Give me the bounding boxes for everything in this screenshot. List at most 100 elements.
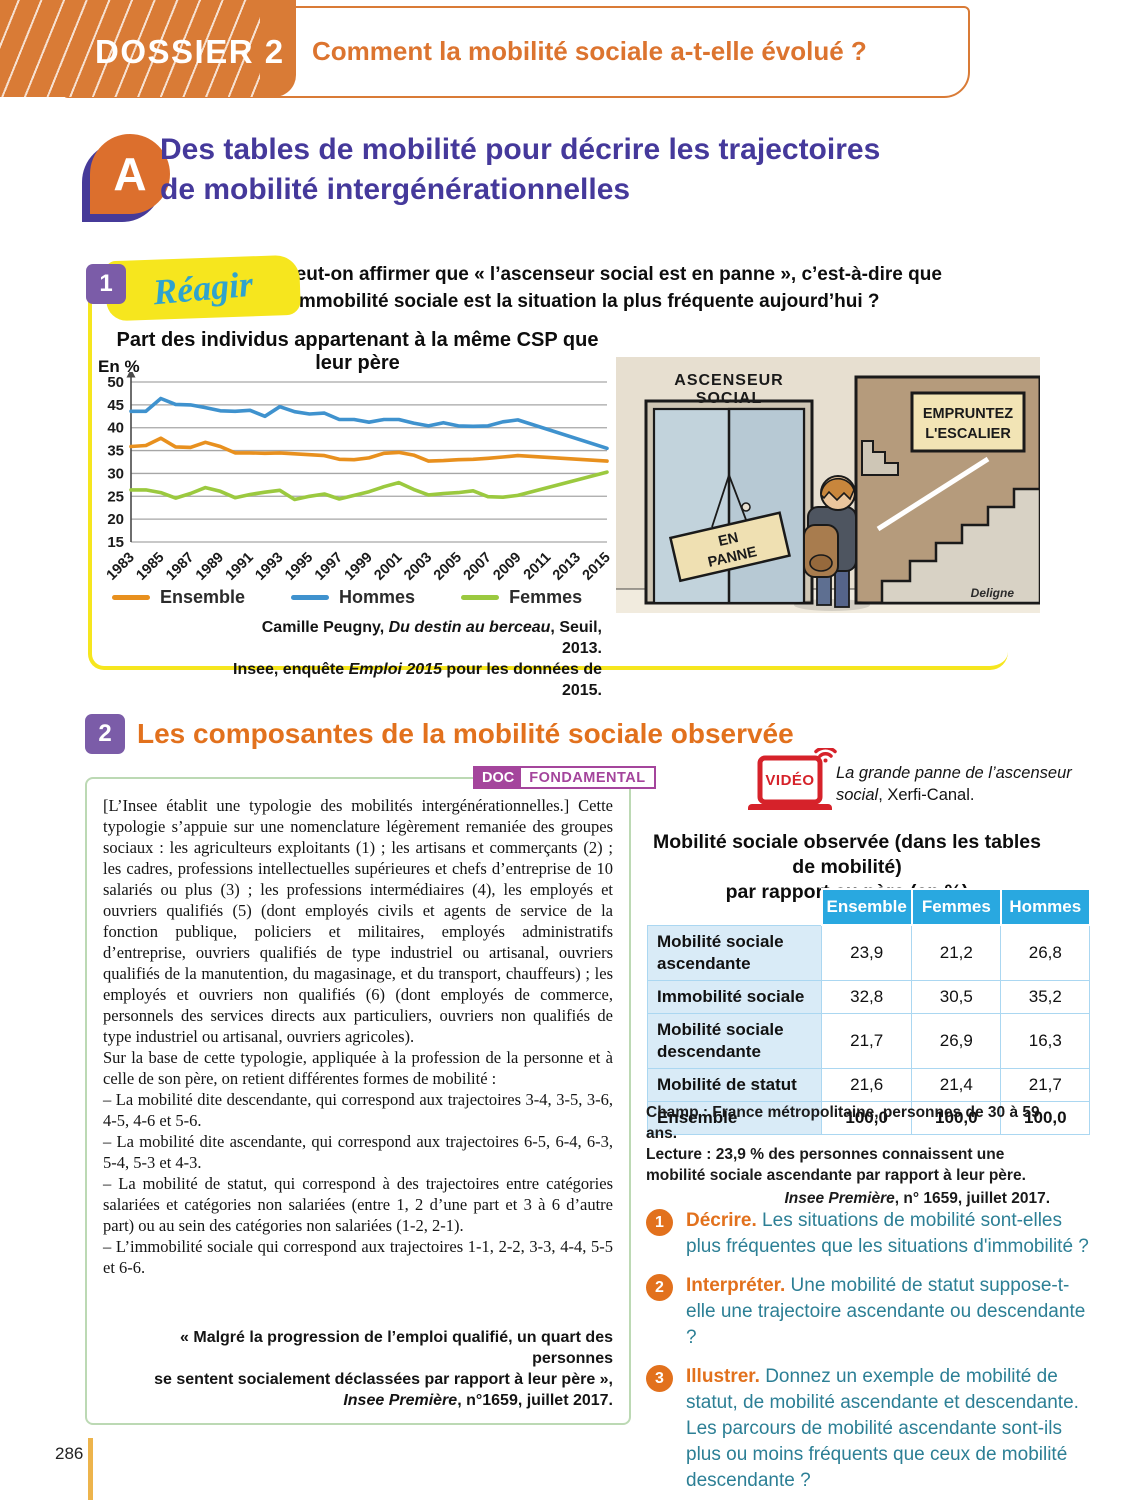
svg-text:1989: 1989 — [193, 550, 227, 584]
svg-text:2015: 2015 — [580, 550, 614, 584]
doc-fondamental-badge: DOC FONDAMENTAL — [473, 766, 656, 789]
elevator — [644, 399, 814, 605]
section-a-title-line2: de mobilité intergénérationnelles — [160, 173, 631, 206]
section-a-title-line1: Des tables de mobilité pour décrire les … — [160, 133, 881, 166]
table-cell-value: 21,4 — [911, 1067, 1002, 1102]
legend-item: Femmes — [461, 587, 582, 608]
table-cell-value: 23,9 — [820, 924, 913, 981]
svg-text:1983: 1983 — [104, 550, 138, 584]
dossier-label: DOSSIER 2 — [95, 33, 285, 70]
svg-text:1999: 1999 — [342, 550, 376, 584]
question-verb: Décrire. — [686, 1210, 757, 1231]
svg-text:30: 30 — [107, 465, 124, 482]
legend-label: Hommes — [339, 587, 416, 607]
doc1-source-line2: Insee, enquête Emploi 2015 pour les donn… — [233, 661, 602, 699]
svg-text:45: 45 — [107, 397, 124, 414]
table-row-label: Mobilité sociale descendante — [647, 1012, 822, 1069]
table-row: Mobilité sociale ascendante 23,9 21,2 26,8 — [647, 924, 1091, 981]
table-cell-value: 21,6 — [820, 1067, 913, 1102]
cartoon-illustration: ASCENSEUR SOCIAL EN PANNE EMPRUN — [616, 357, 1042, 613]
wifi-waves-icon — [814, 748, 837, 763]
video-caption: La grande panne de l’ascenseur social, X… — [836, 764, 1072, 804]
csp-line-chart: 15 20 25 30 35 40 45 50 198319851987198919911993… — [104, 372, 614, 584]
video-label: VIDÉO — [765, 772, 814, 789]
legend-color-line — [291, 595, 330, 600]
question-item: 3 Illustrer. Donnez un exemple de mobilit… — [646, 1364, 1094, 1494]
legend-label: Ensemble — [160, 587, 246, 607]
svg-text:20: 20 — [107, 511, 124, 528]
elevator-sign-line1: ASCENSEUR — [674, 372, 783, 389]
svg-text:2011: 2011 — [521, 550, 555, 584]
panne-sign-line1: EN — [717, 530, 740, 550]
table-column-header: Femmes — [910, 888, 1002, 926]
svg-text:1997: 1997 — [312, 550, 346, 584]
section2-title: Les composantes de la mobilité sociale o… — [137, 718, 794, 749]
svg-text:40: 40 — [107, 420, 124, 437]
table-cell-value: 100,0 — [820, 1100, 913, 1135]
chart-title: Part des individus appartenant à la même… — [116, 329, 599, 374]
doc2-quote: « Malgré la progression de l’emploi qual… — [154, 1329, 613, 1409]
svg-text:15: 15 — [107, 534, 124, 551]
doc2-paragraph: [L’Insee établit une typologie des mobil… — [103, 796, 613, 1046]
reagir-banner: Réagir — [105, 254, 301, 322]
svg-text:1995: 1995 — [282, 550, 316, 584]
question-number-badge: 3 — [646, 1365, 673, 1392]
table-row-label: Immobilité sociale — [647, 979, 822, 1014]
legend-color-line — [112, 595, 150, 600]
doc1-number-badge: 1 — [86, 264, 126, 304]
person-figure — [794, 475, 870, 611]
doc2-paragraph: – La mobilité dite descendante, qui corr… — [103, 1090, 613, 1130]
dossier-badge — [0, 0, 296, 97]
legend-item: Ensemble — [112, 587, 245, 608]
page-number: 286 — [55, 1444, 84, 1463]
table-cell-value: 32,8 — [820, 979, 913, 1014]
table-row: Ensemble 100,0 100,0 100,0 — [647, 1100, 1091, 1135]
svg-text:2009: 2009 — [490, 550, 524, 584]
table-cell-value: 21,7 — [820, 1012, 913, 1069]
doc2-paragraph: – La mobilité de statut, qui correspond … — [103, 1174, 613, 1235]
doc1-source: Camille Peugny, Du destin au berceau, Se… — [218, 617, 602, 701]
doc-badge-fondamental: FONDAMENTAL — [529, 770, 646, 786]
table-row: Immobilité sociale 32,8 30,5 35,2 — [647, 979, 1091, 1014]
table-note-lecture: Lecture : 23,9 % des personnes connaisse… — [646, 1146, 1026, 1184]
table-row-label: Mobilité sociale ascendante — [647, 924, 822, 981]
question-verb: Illustrer. — [686, 1366, 760, 1387]
question-item: 2 Interpréter. Une mobilité de statut sup… — [646, 1273, 1094, 1351]
table-row: Mobilité sociale descendante 21,7 26,9 16,3 — [647, 1012, 1091, 1069]
doc2-paragraph: Sur la base de cette typologie, appliqué… — [103, 1048, 613, 1088]
laptop-base — [748, 804, 832, 810]
question-text: Les situations de mobilité sont-elles pl… — [686, 1210, 1089, 1257]
table-row: Mobilité de statut 21,6 21,4 21,7 — [647, 1067, 1091, 1102]
stairs-sign-line2: L'ESCALIER — [925, 426, 1011, 442]
svg-text:2005: 2005 — [431, 550, 465, 584]
legend-label: Femmes — [509, 587, 583, 607]
table-cell-value: 21,2 — [911, 924, 1002, 981]
table-cell-value: 100,0 — [1000, 1100, 1091, 1135]
stairs-sign-line1: EMPRUNTEZ — [923, 406, 1013, 422]
doc-fondamental-box: DOC FONDAMENTAL [L’Insee établit une typ… — [85, 766, 656, 1425]
table-row-label: Mobilité de statut — [647, 1067, 822, 1102]
reagir-label: Réagir — [151, 263, 255, 313]
legend-item: Hommes — [291, 587, 415, 608]
video-laptop-icon: VIDÉO — [748, 748, 837, 810]
table-cell-value: 30,5 — [911, 979, 1002, 1014]
legend-color-line — [461, 595, 500, 600]
table-notes: Champ : France métropolitaine, personnes… — [646, 1102, 1050, 1209]
svg-text:50: 50 — [107, 374, 124, 391]
question-item: 1 Décrire. Les situations de mobilité son… — [646, 1208, 1094, 1260]
cartoonist-signature: Deligne — [971, 586, 1015, 600]
question-number-badge: 1 — [646, 1209, 673, 1236]
svg-text:2013: 2013 — [550, 550, 584, 584]
question-verb: Interpréter. — [686, 1275, 786, 1296]
question-number-badge: 2 — [646, 1274, 673, 1301]
footer-accent-bar — [88, 1438, 93, 1500]
table-row-label: Ensemble — [647, 1100, 822, 1135]
svg-text:35: 35 — [107, 443, 124, 460]
doc1-source-line1: Camille Peugny, Du destin au berceau, Se… — [261, 619, 602, 657]
section2-number-badge: 2 — [85, 714, 125, 754]
table-cell-value: 26,9 — [911, 1012, 1002, 1069]
svg-text:1991: 1991 — [223, 550, 257, 584]
table-column-header: Ensemble — [820, 888, 913, 926]
table-cell-value: 16,3 — [1000, 1012, 1091, 1069]
